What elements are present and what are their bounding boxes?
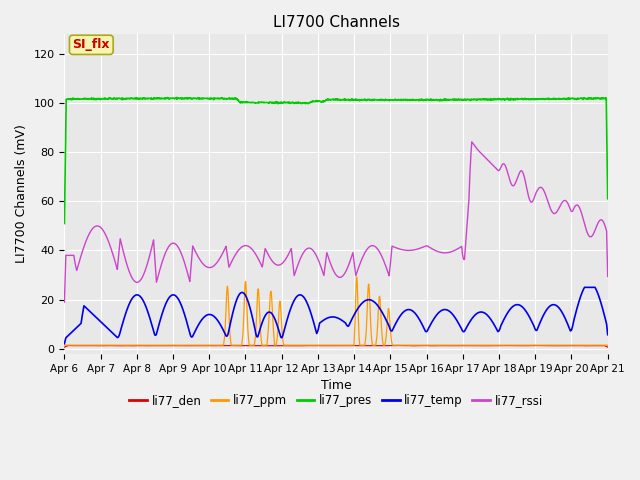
Text: SI_flx: SI_flx (72, 38, 110, 51)
Legend: li77_den, li77_ppm, li77_pres, li77_temp, li77_rssi: li77_den, li77_ppm, li77_pres, li77_temp… (124, 389, 548, 412)
Y-axis label: LI7700 Channels (mV): LI7700 Channels (mV) (15, 124, 28, 264)
Title: LI7700 Channels: LI7700 Channels (273, 15, 399, 30)
X-axis label: Time: Time (321, 379, 351, 392)
